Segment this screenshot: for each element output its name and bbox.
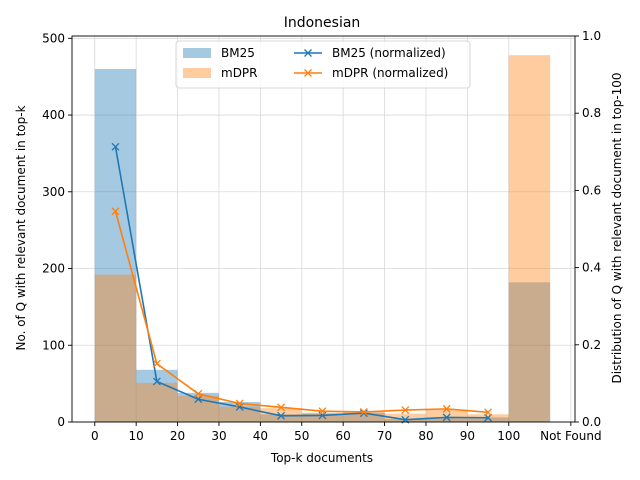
bar-bm25 bbox=[301, 413, 344, 422]
legend-swatch bbox=[183, 48, 211, 58]
y-tick-label: 100 bbox=[42, 338, 65, 352]
bar-mdpr bbox=[177, 395, 219, 422]
x-axis-label: Top-k documents bbox=[270, 451, 373, 465]
bars bbox=[94, 55, 551, 423]
bar-mdpr bbox=[343, 412, 385, 422]
x-tick-label: 50 bbox=[294, 429, 309, 443]
x-marker bbox=[235, 399, 244, 408]
plot-frame bbox=[71, 35, 576, 423]
bar-bm25 bbox=[467, 417, 509, 422]
x-tick-label: 10 bbox=[129, 429, 144, 443]
y-axis-left: 0 100 200 300 400 500 bbox=[42, 31, 72, 429]
x-tick-label: 40 bbox=[253, 429, 268, 443]
legend-marker bbox=[304, 69, 312, 77]
x-marker bbox=[318, 407, 327, 416]
x-tick-label: 90 bbox=[460, 429, 475, 443]
y-tick-label: 200 bbox=[42, 262, 65, 276]
bar-bm25 bbox=[218, 402, 261, 422]
y2-tick-label: 0.4 bbox=[582, 261, 601, 275]
bar-bm25 bbox=[260, 414, 302, 422]
bar-bm25 bbox=[425, 417, 468, 422]
y2-tick-label: 0.0 bbox=[582, 415, 601, 429]
y-tick-label: 300 bbox=[42, 185, 65, 199]
x-marker bbox=[111, 142, 120, 151]
x-marker bbox=[442, 404, 451, 413]
plot-border bbox=[71, 35, 576, 423]
x-marker bbox=[442, 413, 451, 422]
bar-mdpr bbox=[508, 55, 551, 423]
y-tick-label: 500 bbox=[42, 31, 65, 45]
bar-bm25 bbox=[94, 68, 137, 422]
x-tick-label: 60 bbox=[336, 429, 351, 443]
legend-label: BM25 (normalized) bbox=[332, 46, 446, 60]
x-tick-label: 100 bbox=[497, 429, 520, 443]
y2-tick-label: 1.0 bbox=[582, 29, 601, 43]
x-tick-label: 20 bbox=[170, 429, 185, 443]
y-axis-label: No. of Q with relevant document in top-k bbox=[14, 105, 28, 350]
legend-label: mDPR bbox=[221, 66, 258, 80]
y-axis-right: 0.0 0.2 0.4 0.6 0.8 1.0 bbox=[575, 29, 601, 429]
grid bbox=[72, 36, 575, 423]
bar-bm25 bbox=[508, 282, 551, 422]
chart-title: Indonesian bbox=[284, 15, 361, 31]
y-tick-label: 400 bbox=[42, 108, 65, 122]
x-marker bbox=[359, 409, 368, 418]
bar-mdpr bbox=[301, 412, 344, 422]
x-marker bbox=[277, 403, 286, 412]
x-tick-label: 0 bbox=[91, 429, 99, 443]
y2-tick-label: 0.2 bbox=[582, 338, 601, 352]
bar-bm25 bbox=[343, 412, 385, 422]
x-marker bbox=[152, 377, 161, 386]
y2-tick-label: 0.6 bbox=[582, 183, 601, 197]
y2-axis-label: Distribution of Q with relevant document… bbox=[610, 72, 624, 383]
x-tick-label: 80 bbox=[418, 429, 433, 443]
x-axis: 0 10 20 30 40 50 60 70 80 90 100 Not Found bbox=[91, 422, 602, 443]
x-marker bbox=[194, 389, 203, 398]
x-tick-label: 30 bbox=[211, 429, 226, 443]
legend-marker bbox=[304, 49, 312, 57]
legend-swatch bbox=[183, 68, 211, 78]
legend: BM25 mDPR BM25 (normalized) mDPR (normalize… bbox=[175, 40, 471, 89]
series-line bbox=[114, 211, 489, 414]
x-marker bbox=[359, 408, 368, 416]
x-marker bbox=[277, 411, 286, 420]
bar-mdpr bbox=[94, 274, 137, 422]
x-marker bbox=[111, 207, 120, 216]
x-marker bbox=[401, 406, 410, 414]
lines bbox=[111, 142, 493, 424]
x-tick-label: 70 bbox=[377, 429, 392, 443]
legend-box bbox=[175, 40, 471, 89]
series-line bbox=[114, 146, 489, 421]
x-tick-label: Not Found bbox=[540, 429, 601, 443]
bar-mdpr bbox=[218, 406, 261, 422]
legend-label: mDPR (normalized) bbox=[332, 66, 448, 80]
bar-mdpr bbox=[425, 409, 468, 422]
bar-mdpr bbox=[136, 382, 178, 422]
y2-tick-label: 0.8 bbox=[582, 106, 601, 120]
x-marker bbox=[152, 359, 161, 368]
bar-mdpr bbox=[384, 413, 426, 422]
x-marker bbox=[484, 408, 493, 417]
x-marker bbox=[235, 402, 244, 411]
legend-label: BM25 bbox=[221, 46, 255, 60]
y-tick-label: 0 bbox=[57, 415, 65, 429]
